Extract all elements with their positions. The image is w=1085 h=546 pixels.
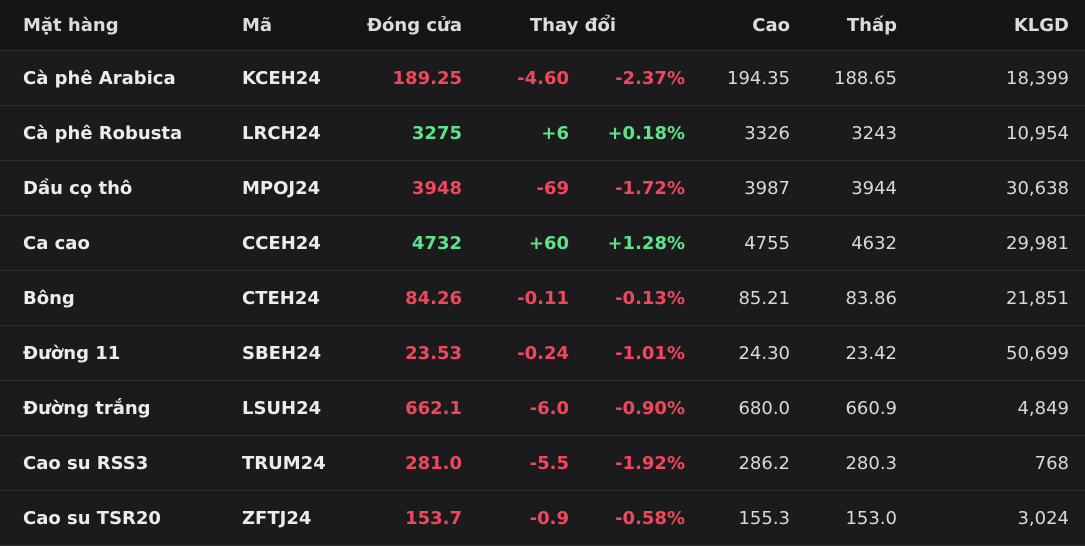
price-change: +6 [541, 122, 569, 144]
commodity-name: Cà phê Arabica [23, 67, 176, 89]
close-price: 281.0 [405, 452, 462, 474]
percent-change: -0.58% [615, 507, 685, 529]
trade-volume: 21,851 [1006, 287, 1069, 309]
table-header: Mặt hàng Mã Đóng cửa Thay đổi Cao Thấp K… [0, 0, 1085, 51]
percent-change: -1.92% [615, 452, 685, 474]
high-price: 155.3 [738, 507, 790, 529]
commodity-code: CTEH24 [242, 287, 320, 309]
commodity-code: LRCH24 [242, 122, 321, 144]
commodity-name: Bông [23, 287, 75, 309]
commodity-code: SBEH24 [242, 342, 322, 364]
commodity-name: Đường 11 [23, 342, 121, 364]
price-change: -0.11 [517, 287, 569, 309]
header-low[interactable]: Thấp [846, 14, 897, 36]
low-price: 280.3 [845, 452, 897, 474]
percent-change: -0.13% [615, 287, 685, 309]
percent-change: -2.37% [615, 67, 685, 89]
price-change: -5.5 [529, 452, 569, 474]
high-price: 24.30 [738, 342, 790, 364]
commodity-code: KCEH24 [242, 67, 321, 89]
high-price: 194.35 [727, 67, 790, 89]
table-row[interactable]: Cao su TSR20 ZFTJ24 153.7 -0.9 -0.58% 155.3 15… [0, 491, 1085, 546]
commodity-name: Cao su RSS3 [23, 452, 149, 474]
high-price: 3326 [744, 122, 790, 144]
high-price: 3987 [744, 177, 790, 199]
header-change[interactable]: Thay đổi [529, 14, 616, 36]
table-row[interactable]: Dầu cọ thô MPOJ24 3948 -69 -1.72% 3987 3944 30,… [0, 161, 1085, 216]
low-price: 4632 [851, 232, 897, 254]
table-row[interactable]: Cao su RSS3 TRUM24 281.0 -5.5 -1.92% 286.2 280… [0, 436, 1085, 491]
price-change: -0.9 [529, 507, 569, 529]
percent-change: +1.28% [607, 232, 685, 254]
low-price: 83.86 [845, 287, 897, 309]
header-volume[interactable]: KLGD [1013, 14, 1069, 36]
trade-volume: 29,981 [1006, 232, 1069, 254]
close-price: 189.25 [392, 67, 462, 89]
low-price: 3944 [851, 177, 897, 199]
low-price: 153.0 [845, 507, 897, 529]
trade-volume: 10,954 [1006, 122, 1069, 144]
table-row[interactable]: Đường trắng LSUH24 662.1 -6.0 -0.90% 680.0 660… [0, 381, 1085, 436]
header-code[interactable]: Mã [242, 14, 273, 36]
table-row[interactable]: Đường 11 SBEH24 23.53 -0.24 -1.01% 24.30 23.42… [0, 326, 1085, 381]
price-change: -4.60 [517, 67, 569, 89]
percent-change: +0.18% [607, 122, 685, 144]
close-price: 3275 [411, 122, 462, 144]
price-change: -0.24 [517, 342, 569, 364]
price-change: +60 [528, 232, 569, 254]
commodity-name: Cao su TSR20 [23, 507, 161, 529]
price-change: -69 [536, 177, 569, 199]
trade-volume: 18,399 [1006, 67, 1069, 89]
commodity-name: Dầu cọ thô [23, 177, 133, 199]
close-price: 662.1 [405, 397, 462, 419]
trade-volume: 30,638 [1006, 177, 1069, 199]
header-high[interactable]: Cao [752, 14, 790, 36]
close-price: 153.7 [405, 507, 462, 529]
commodity-code: MPOJ24 [242, 177, 321, 199]
low-price: 3243 [851, 122, 897, 144]
table-body: Cà phê Arabica KCEH24 189.25 -4.60 -2.37% 194… [0, 51, 1085, 546]
commodity-code: CCEH24 [242, 232, 321, 254]
table-row[interactable]: Ca cao CCEH24 4732 +60 +1.28% 4755 4632 29,981 [0, 216, 1085, 271]
trade-volume: 4,849 [1017, 397, 1069, 419]
table-row[interactable]: Cà phê Arabica KCEH24 189.25 -4.60 -2.37% 194… [0, 51, 1085, 106]
table-row[interactable]: Cà phê Robusta LRCH24 3275 +6 +0.18% 3326 3243… [0, 106, 1085, 161]
commodity-code: LSUH24 [242, 397, 322, 419]
commodity-name: Đường trắng [23, 397, 151, 419]
percent-change: -1.01% [615, 342, 685, 364]
trade-volume: 768 [1034, 452, 1069, 474]
close-price: 84.26 [405, 287, 462, 309]
table-row[interactable]: Bông CTEH24 84.26 -0.11 -0.13% 85.21 83.86 21,8… [0, 271, 1085, 326]
price-change: -6.0 [529, 397, 569, 419]
high-price: 680.0 [738, 397, 790, 419]
high-price: 85.21 [738, 287, 790, 309]
low-price: 660.9 [845, 397, 897, 419]
close-price: 23.53 [405, 342, 462, 364]
percent-change: -1.72% [615, 177, 685, 199]
percent-change: -0.90% [615, 397, 685, 419]
high-price: 286.2 [738, 452, 790, 474]
close-price: 4732 [411, 232, 462, 254]
header-close[interactable]: Đóng cửa [366, 14, 462, 36]
commodity-code: TRUM24 [242, 452, 326, 474]
commodity-name: Cà phê Robusta [23, 122, 183, 144]
commodity-code: ZFTJ24 [242, 507, 312, 529]
close-price: 3948 [411, 177, 462, 199]
header-commodity[interactable]: Mặt hàng [23, 14, 119, 36]
trade-volume: 50,699 [1006, 342, 1069, 364]
low-price: 23.42 [845, 342, 897, 364]
high-price: 4755 [744, 232, 790, 254]
low-price: 188.65 [834, 67, 897, 89]
trade-volume: 3,024 [1017, 507, 1069, 529]
commodity-name: Ca cao [23, 232, 90, 254]
